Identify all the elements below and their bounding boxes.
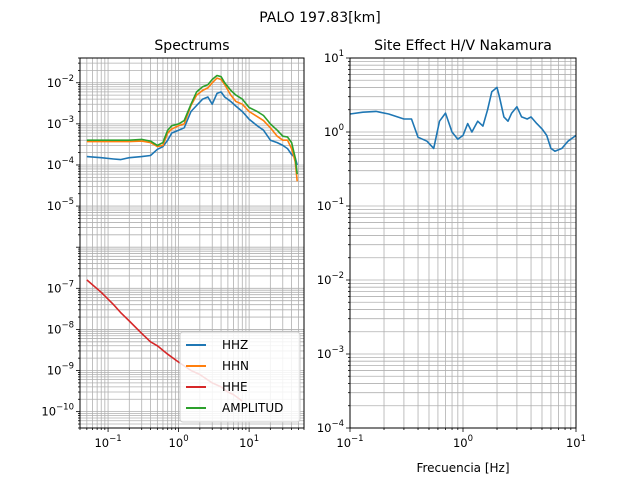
hv-x-tick-label: 100 [453,434,473,450]
figure-suptitle: PALO 197.83[km] [259,10,381,26]
spectrums-y-tick-label: 10−9 [47,362,74,378]
spectrums-title: Spectrums [154,38,229,54]
hv-grid [349,57,577,429]
legend-box [179,331,301,423]
hv-plot-area [349,86,577,152]
hv-y-tick-label: 10−1 [317,197,344,213]
hv-ticks: 10−1 100 101 10−4 10−3 10−2 10−1 100 101 [317,49,586,450]
spectrums-series-hhz [86,91,298,166]
legend-label: HHN [222,359,249,373]
spectrums-x-tick-label: 10−1 [94,434,121,450]
hv-y-tick-label: 101 [324,49,344,65]
spectrums-y-tick-label: 10−2 [47,74,74,90]
spectrums-y-tick-label: 10−8 [47,320,74,336]
spectrums-series-amplitud [86,74,298,175]
spectrums-y-tick-label: 10−5 [47,197,74,213]
hv-y-tick-label: 10−3 [317,345,344,361]
spectrums-plot-area [86,74,298,402]
spectrums-y-tick-label: 10−3 [47,115,74,131]
hv-y-tick-label: 100 [324,123,344,139]
hv-x-axis-label: Frecuencia [Hz] [416,461,509,475]
spectrums-y-tick-label: 10−10 [41,403,74,419]
spectrums-y-tick-label: 10−7 [47,279,74,295]
spectrums-panel: Spectrums 10−1 100 10110−1010−910−810−710−… [41,38,305,450]
spectrums-axes-frame [79,57,305,429]
hv-y-tick-label: 10−4 [317,419,344,435]
hv-title: Site Effect H/V Nakamura [374,38,552,54]
hv-panel: Site Effect H/V Nakamura 10−1 100 10110−41… [317,38,586,475]
hv-x-tick-label: 101 [566,434,586,450]
hv-series-h-v [349,86,577,152]
spectrums-x-tick-label: 100 [169,434,189,450]
spectrums-ticks: 10−1 100 101 10−10 10−9 10−8 10−7 10−5 10−4 10−3 1… [41,57,305,450]
spectrums-y-tick-label: 10−4 [47,156,74,172]
spectrums-legend: HHZ HHN HHE AMPLITUD [179,331,301,423]
legend-label: AMPLITUD [222,401,283,415]
legend-label: HHZ [222,338,248,352]
spectrums-series-hhn [86,77,298,182]
legend-label: HHE [222,380,248,394]
spectrums-x-tick-label: 101 [239,434,259,450]
hv-x-tick-label: 10−1 [336,434,363,450]
hv-y-tick-label: 10−2 [317,271,344,287]
